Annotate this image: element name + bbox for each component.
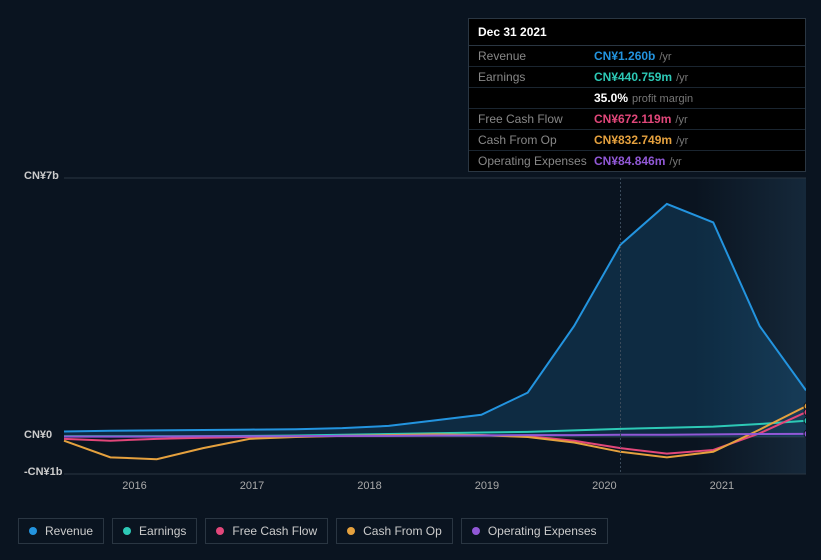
x-axis-label: 2017 <box>240 480 264 492</box>
tooltip-row-value: 35.0%profit margin <box>594 91 693 105</box>
x-axis-label: 2021 <box>710 480 734 492</box>
financials-chart[interactable]: CN¥7bCN¥0-CN¥1b 201620172018201920202021 <box>16 160 806 480</box>
legend-item-free-cash-flow[interactable]: Free Cash Flow <box>205 518 328 544</box>
x-axis-label: 2016 <box>122 480 146 492</box>
legend-item-revenue[interactable]: Revenue <box>18 518 104 544</box>
tooltip-row-value: CN¥1.260b/yr <box>594 49 672 63</box>
tooltip-row-label: Operating Expenses <box>478 154 594 168</box>
tooltip-row-value: CN¥440.759m/yr <box>594 70 688 84</box>
tooltip-row-value: CN¥832.749m/yr <box>594 133 688 147</box>
tooltip-row: EarningsCN¥440.759m/yr <box>469 67 805 88</box>
legend-label: Earnings <box>139 524 186 538</box>
tooltip-row-label: Free Cash Flow <box>478 112 594 126</box>
tooltip-row: Free Cash FlowCN¥672.119m/yr <box>469 109 805 130</box>
tooltip-row: Cash From OpCN¥832.749m/yr <box>469 130 805 151</box>
tooltip-date: Dec 31 2021 <box>469 19 805 46</box>
tooltip-row: 35.0%profit margin <box>469 88 805 109</box>
legend-label: Cash From Op <box>363 524 442 538</box>
tooltip-row-label: Revenue <box>478 49 594 63</box>
tooltip-row: Operating ExpensesCN¥84.846m/yr <box>469 151 805 171</box>
y-axis-label: CN¥7b <box>24 170 59 182</box>
legend-item-cash-from-op[interactable]: Cash From Op <box>336 518 453 544</box>
tooltip-panel: Dec 31 2021 RevenueCN¥1.260b/yrEarningsC… <box>468 18 806 172</box>
tooltip-row-label: Earnings <box>478 70 594 84</box>
y-axis-label: CN¥0 <box>24 429 52 441</box>
legend-dot <box>123 527 131 535</box>
legend-label: Operating Expenses <box>488 524 597 538</box>
tooltip-row-label <box>478 91 594 105</box>
legend-dot <box>347 527 355 535</box>
legend-label: Revenue <box>45 524 93 538</box>
legend-label: Free Cash Flow <box>232 524 317 538</box>
x-axis-label: 2018 <box>357 480 381 492</box>
legend-item-earnings[interactable]: Earnings <box>112 518 197 544</box>
legend-item-operating-expenses[interactable]: Operating Expenses <box>461 518 608 544</box>
tooltip-row-label: Cash From Op <box>478 133 594 147</box>
legend-dot <box>472 527 480 535</box>
legend-dot <box>29 527 37 535</box>
tooltip-row-value: CN¥84.846m/yr <box>594 154 682 168</box>
tooltip-row-value: CN¥672.119m/yr <box>594 112 688 126</box>
tooltip-row: RevenueCN¥1.260b/yr <box>469 46 805 67</box>
x-axis-label: 2020 <box>592 480 616 492</box>
chart-legend: Revenue Earnings Free Cash Flow Cash From O… <box>18 518 608 544</box>
legend-dot <box>216 527 224 535</box>
x-axis-label: 2019 <box>475 480 499 492</box>
y-axis-label: -CN¥1b <box>24 466 63 478</box>
